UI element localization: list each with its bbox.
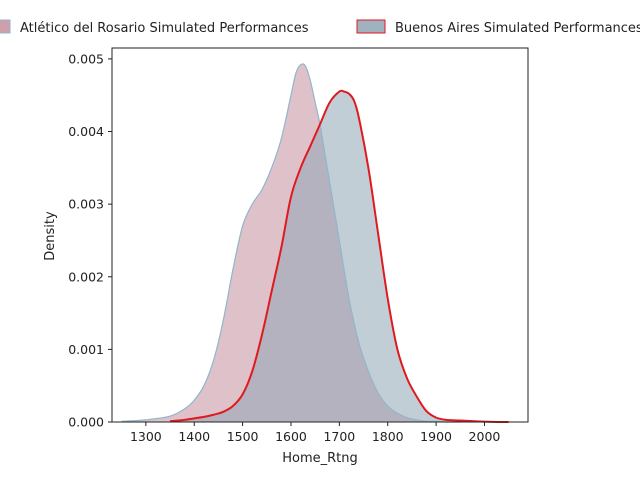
density-line-series-0 <box>121 63 461 423</box>
legend: Atlético del Rosario Simulated Performan… <box>0 19 640 36</box>
y-axis: 0.000 0.001 0.002 0.003 0.004 0.005 <box>68 51 112 430</box>
y-tick-label: 0.005 <box>68 51 104 66</box>
legend-swatch-atletico <box>0 19 11 34</box>
x-tick-label: 1600 <box>275 429 307 444</box>
x-tick-label: 1500 <box>227 429 259 444</box>
legend-swatch-buenos-aires <box>356 19 386 34</box>
y-tick-label: 0.002 <box>68 269 104 284</box>
x-axis: 1300 1400 1500 1600 1700 1800 1900 2000 <box>130 422 500 444</box>
plot-area <box>121 63 509 424</box>
x-tick-label: 1400 <box>178 429 210 444</box>
density-area-series-1 <box>170 90 509 423</box>
x-tick-label: 2000 <box>469 429 501 444</box>
x-axis-label: Home_Rtng <box>282 451 358 466</box>
x-tick-label: 1800 <box>372 429 404 444</box>
axes-frame <box>111 47 529 423</box>
x-tick-label: 1300 <box>130 429 162 444</box>
y-tick-label: 0.000 <box>68 415 104 430</box>
y-axis-label: Density <box>43 211 58 261</box>
x-tick-label: 1900 <box>420 429 452 444</box>
x-tick-label: 1700 <box>323 429 355 444</box>
y-tick-label: 0.003 <box>68 197 104 212</box>
density-line-series-1 <box>169 89 509 424</box>
legend-label-buenos-aires: Buenos Aires Simulated Performances <box>395 21 640 36</box>
y-tick-label: 0.001 <box>68 342 104 357</box>
legend-label-atletico: Atlético del Rosario Simulated Performan… <box>20 21 309 36</box>
y-tick-label: 0.004 <box>68 124 104 139</box>
